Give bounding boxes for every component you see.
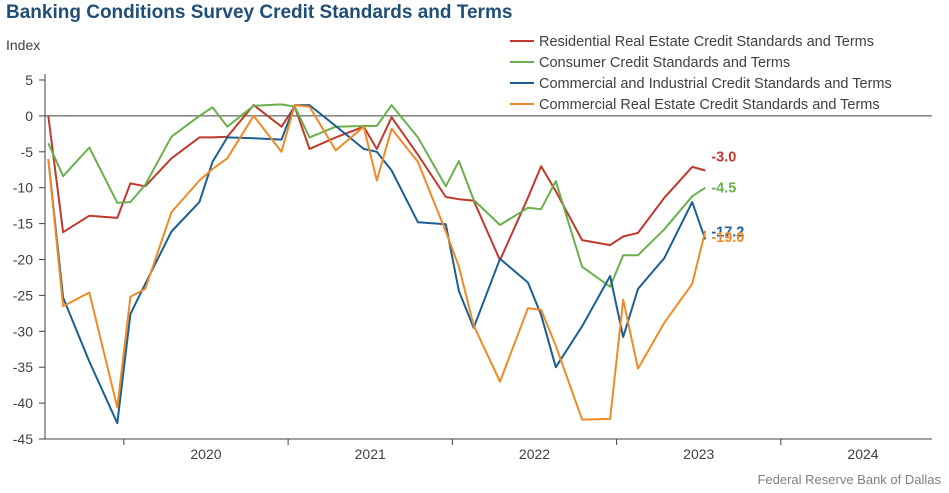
legend-label: Consumer Credit Standards and Terms [539,55,790,71]
x-tick-label: 2022 [519,446,550,462]
y-tick-label: -20 [13,252,33,268]
end-value-label: -19.0 [711,230,744,246]
end-value-label: -3.0 [711,149,736,165]
y-tick-label: -45 [13,431,33,447]
y-axis: 5 0 -5 -10 -15 -20 -25 -30 -35 -40 -45 [13,72,932,447]
x-tick-label: 2020 [190,446,221,462]
legend: Residential Real Estate Credit Standards… [510,34,892,113]
x-axis: 2020 2021 2022 2023 2024 [45,438,932,462]
series-line-3 [47,104,707,425]
y-tick-label: -30 [13,323,33,339]
legend-label: Residential Real Estate Credit Standards… [539,34,874,50]
y-tick-label: -5 [21,144,34,160]
y-tick-label: -10 [13,180,33,196]
series-line-1 [47,104,706,262]
end-labels: -3.0 -4.5 -17.2-19.0 [711,149,744,245]
x-tick-label: 2023 [683,446,714,462]
y-tick-label: -25 [13,287,33,303]
source-note: Federal Reserve Bank of Dallas [757,472,941,487]
x-tick-label: 2024 [847,446,878,462]
series-line-2 [47,103,706,288]
x-tick-label: 2021 [355,446,386,462]
end-value-label: -4.5 [711,181,736,197]
y-tick-label: -35 [13,359,33,375]
y-tick-label: -40 [13,395,33,411]
y-axis-label: Index [6,37,40,53]
y-tick-label: 5 [25,72,33,88]
end-value-label: -17.2 [711,224,744,240]
y-tick-label: -15 [13,216,33,232]
legend-label: Commercial and Industrial Credit Standar… [539,76,892,92]
y-tick-label: 0 [25,108,33,124]
series-layer [47,103,707,425]
legend-label: Commercial Real Estate Credit Standards … [539,97,880,113]
series-line-4 [47,104,707,421]
chart-title: Banking Conditions Survey Credit Standar… [6,2,513,23]
